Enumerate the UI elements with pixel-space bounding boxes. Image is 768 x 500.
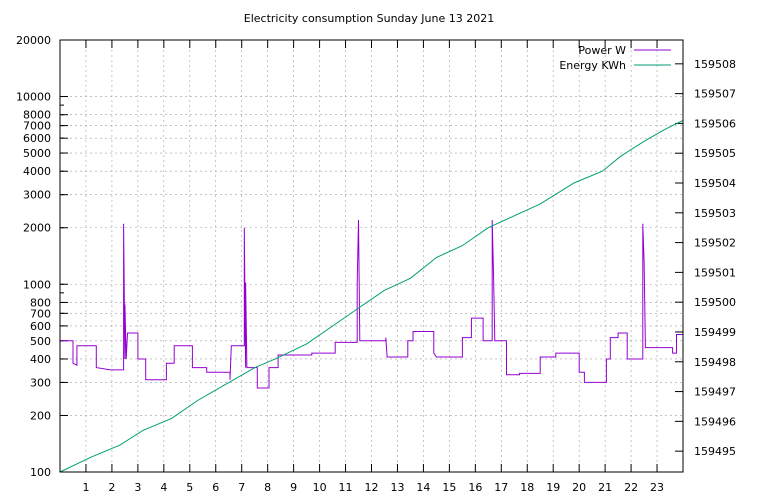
y2-tick-label: 159507 (694, 88, 736, 101)
y2-tick-label: 159495 (694, 445, 736, 458)
y2-tick-label: 159504 (694, 177, 736, 190)
y-tick-label: 300 (30, 376, 51, 389)
x-tick-label: 8 (264, 481, 271, 494)
x-tick-label: 3 (134, 481, 141, 494)
y2-tick-label: 159500 (694, 296, 736, 309)
x-tick-label: 14 (416, 481, 430, 494)
y2-tick-label: 159508 (694, 58, 736, 71)
y-tick-label: 10000 (16, 91, 51, 104)
y-tick-label: 500 (30, 335, 51, 348)
x-tick-label: 12 (365, 481, 379, 494)
y2-tick-label: 159501 (694, 266, 736, 279)
y-tick-label: 100 (30, 466, 51, 479)
x-tick-label: 2 (108, 481, 115, 494)
grid (60, 39, 683, 473)
y2-tick-label: 159503 (694, 207, 736, 220)
x-tick-label: 19 (546, 481, 560, 494)
x-tick-label: 17 (494, 481, 508, 494)
x-tick-label: 18 (520, 481, 534, 494)
y-tick-label: 8000 (23, 109, 51, 122)
x-tick-label: 9 (290, 481, 297, 494)
x-tick-label: 5 (186, 481, 193, 494)
x-tick-label: 21 (598, 481, 612, 494)
y-tick-label: 200 (30, 409, 51, 422)
x-tick-label: 11 (339, 481, 353, 494)
x-tick-label: 10 (313, 481, 327, 494)
y-tick-label: 600 (30, 320, 51, 333)
x-tick-label: 13 (390, 481, 404, 494)
x-tick-label: 16 (468, 481, 482, 494)
x-tick-label: 6 (212, 481, 219, 494)
y-tick-label: 20000 (16, 34, 51, 47)
y-tick-label: 700 (30, 307, 51, 320)
y2-tick-label: 159499 (694, 326, 736, 339)
y2-tick-label: 159502 (694, 237, 736, 250)
x-tick-label: 7 (238, 481, 245, 494)
y2-tick-label: 159497 (694, 386, 736, 399)
series-line-energy (59, 119, 684, 473)
series-line-power (60, 219, 683, 389)
x-axis: 1 2 3 4 5 6 7 8 9 10 11 12 13 14 15 16 17 18 19 20 21 22 23 (82, 40, 664, 494)
y2-tick-label: 159505 (694, 147, 736, 160)
y2-tick-label: 159498 (694, 356, 736, 369)
legend-label: Energy KWh (559, 59, 626, 72)
y-tick-label: 4000 (23, 165, 51, 178)
plot-border (59, 39, 684, 473)
y-tick-label: 5000 (23, 147, 51, 160)
x-tick-label: 22 (624, 481, 638, 494)
x-tick-label: 4 (160, 481, 167, 494)
y2-tick-label: 159506 (694, 117, 736, 130)
x-tick-label: 23 (650, 481, 664, 494)
y-tick-label: 7000 (23, 120, 51, 133)
y2-axis: 159495 159496 159497 159498 159499 159500 1595… (675, 58, 736, 458)
y-tick-label: 400 (30, 353, 51, 366)
chart-title: Electricity consumption Sunday June 13 2… (244, 12, 494, 25)
series-group (59, 119, 684, 473)
x-tick-label: 1 (82, 481, 89, 494)
y-tick-label: 3000 (23, 189, 51, 202)
legend-label: Power W (578, 44, 626, 57)
y2-tick-label: 159496 (694, 415, 736, 428)
y-tick-label: 2000 (23, 222, 51, 235)
legend: Power W Energy KWh (559, 44, 671, 72)
x-tick-label: 20 (572, 481, 586, 494)
y-tick-label: 800 (30, 296, 51, 309)
x-tick-label: 15 (442, 481, 456, 494)
y-tick-label: 6000 (23, 132, 51, 145)
y-tick-label: 1000 (23, 278, 51, 291)
